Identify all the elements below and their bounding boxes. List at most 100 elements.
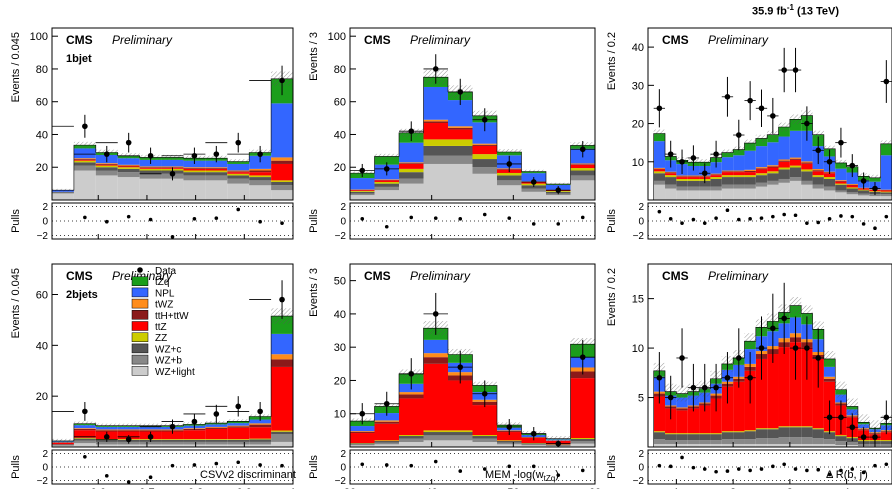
bar-WZ+light-8 [744,444,756,447]
bar-ZZ-0 [653,171,666,174]
data-point [860,178,867,184]
pull-point [771,464,775,469]
pull-point [458,469,463,473]
bar-WZ+b-2 [399,438,424,443]
bar-WZ+light-7 [733,188,745,200]
bar-WZ+c-4 [139,170,162,174]
bar-NPL-7 [205,424,228,427]
y-axis-title: Events / 3 [308,32,320,81]
pulls-tick-label: 2 [42,202,48,213]
bar-ttH+ttW-11 [778,160,790,162]
bar-ZZ-5 [472,435,497,437]
data-point [103,434,110,440]
x-tick-label: 60 [589,487,601,489]
pull-point [884,214,889,219]
bar-ttH+ttW-10 [271,359,293,367]
bar-WZ+light-9 [755,186,768,200]
bar-tWZ-2 [95,163,118,164]
y-tick-label: 100 [328,31,346,43]
bar-ttH+ttW-9 [755,168,768,170]
bar-tWZ-4 [448,126,473,128]
bar-ttZ-2 [676,177,688,179]
data-point [804,120,810,127]
y-tick-label: 40 [36,340,48,352]
bar-WZ+b-7 [205,441,228,445]
bar-WZ+b-6 [721,439,734,445]
bar-WZ+b-4 [699,186,711,191]
bar-tWZ-9 [249,423,272,425]
pull-point [433,216,438,220]
bar-WZ+light-20 [880,196,892,200]
pull-point [580,468,585,473]
pull-point [482,212,487,217]
bar-ttH+ttW-8 [744,170,756,173]
bar-WZ+c-5 [161,439,184,442]
bar-WZ+c-6 [497,441,522,443]
bar-WZ+b-0 [653,439,666,445]
bar-tWZ-17 [846,183,858,185]
data-point [872,185,878,192]
pull-point [861,222,866,226]
bar-WZ+light-5 [161,444,184,447]
pull-point [170,235,175,239]
bar-WZ+light-5 [472,173,497,200]
pull-point [409,215,414,220]
bar-ttZ-1 [374,423,399,441]
bar-ttZ-4 [448,129,473,140]
bar-WZ+c-6 [497,175,522,181]
bar-WZ+c-7 [733,177,745,185]
bar-ZZ-6 [183,439,206,440]
bar-WZ+b-1 [665,440,677,445]
bar-ttZ-14 [812,358,824,429]
bar-ttZ-10 [271,163,293,181]
bar-ttZ-15 [823,173,836,178]
pull-point [104,474,109,478]
pull-point [691,465,696,470]
data-point [826,158,833,165]
bar-WZ+b-2 [676,186,688,191]
bar-NPL-5 [161,159,184,167]
pulls-tick-label: −2 [633,476,645,487]
bar-tWZ-12 [789,157,802,159]
bar-ttZ-3 [687,177,700,179]
bar-WZ+light-0 [350,445,375,447]
bar-WZ+b-5 [472,167,497,174]
y-axis-title: Events / 0.2 [606,268,618,326]
bar-ttH+ttW-2 [95,163,118,165]
bar-ttZ-7 [205,168,228,171]
pulls-tick-label: 2 [638,449,644,460]
bar-ttZ-6 [721,386,734,432]
bar-WZ+light-2 [399,183,424,200]
bar-WZ+b-8 [744,439,756,445]
bar-NPL-8 [227,163,250,171]
bar-tWZ-6 [183,167,206,169]
bar-WZ+c-0 [653,432,666,440]
bar-ttZ-9 [249,427,272,439]
data-point [770,113,776,119]
bar-NPL-1 [73,425,96,429]
bar-WZ+c-3 [687,434,700,441]
bar-WZ+c-12 [789,167,802,178]
bar-WZ+light-6 [721,444,734,447]
bar-ttZ-10 [767,354,779,429]
bar-WZ+light-3 [423,163,448,200]
legend-swatch-ZZ [131,332,149,342]
y-tick-label: 50 [334,276,346,288]
bar-WZ+c-16 [835,436,847,442]
bar-WZ+c-11 [778,427,790,438]
bar-ZZ-5 [710,433,722,435]
data-point [792,67,799,73]
y-tick-label: 40 [334,309,346,321]
bar-WZ+b-7 [205,175,228,181]
pull-point [680,221,684,225]
bar-ZZ-5 [710,177,722,179]
bar-WZ+light-2 [676,444,688,447]
data-point [432,311,439,317]
bar-WZ+c-6 [721,432,734,440]
bar-ttZ-2 [95,164,118,166]
bar-WZ+c-4 [448,145,473,156]
bar-WZ+b-20 [880,444,892,447]
pull-point [793,467,798,471]
bar-WZ+c-8 [744,177,756,185]
